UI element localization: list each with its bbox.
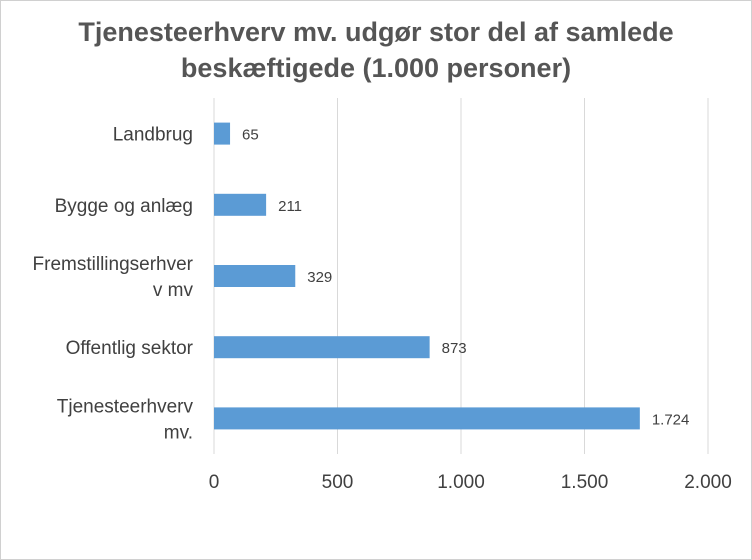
bar-3 — [214, 336, 430, 359]
category-label-4-line-1: mv. — [164, 422, 193, 443]
category-label-4-line-0: Tjenesteerhverv — [57, 396, 194, 417]
x-tick-label-1: 500 — [322, 472, 354, 493]
category-label-0: Landbrug — [113, 125, 193, 146]
data-label-2: 329 — [307, 269, 332, 286]
x-tick-labels: 0 500 1.000 1.500 2.000 — [209, 472, 732, 493]
grid-lines — [213, 98, 709, 454]
x-tick-label-4: 2.000 — [684, 472, 732, 493]
data-label-1: 211 — [278, 198, 302, 215]
category-label-3: Offentlig sektor — [66, 338, 194, 359]
x-tick-label-0: 0 — [209, 472, 220, 493]
bar-1 — [214, 193, 267, 216]
data-label-4: 1.724 — [652, 411, 690, 428]
data-label-0: 65 — [242, 127, 259, 144]
x-tick-label-2: 1.000 — [437, 472, 485, 493]
chart-title: Tjenesteerhverv mv. udgør stor del af sa… — [0, 14, 752, 86]
bar-4 — [214, 407, 640, 430]
chart-title-line-2: beskæftigede (1.000 personer) — [180, 53, 572, 83]
category-labels: Landbrug Bygge og anlæg Fremstillingserhve… — [33, 125, 194, 444]
category-label-2-line-1: v mv — [153, 280, 194, 301]
bars — [214, 122, 640, 430]
bar-0 — [214, 122, 231, 145]
data-labels: 65 211 329 873 1.724 — [242, 127, 689, 429]
chart-title-line-1: Tjenesteerhverv mv. udgør stor del af sa… — [78, 17, 674, 47]
category-label-1: Bygge og anlæg — [55, 196, 193, 217]
category-label-2-line-0: Fremstillingserhver — [33, 254, 194, 275]
x-tick-label-3: 1.500 — [561, 472, 609, 493]
data-label-3: 873 — [442, 340, 467, 357]
bar-2 — [214, 265, 296, 287]
